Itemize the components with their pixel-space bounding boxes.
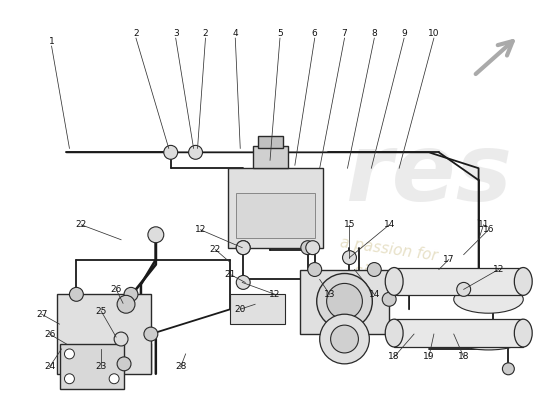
Circle shape — [69, 287, 84, 301]
Bar — [228, 168, 323, 248]
Text: 14: 14 — [383, 220, 395, 229]
Circle shape — [144, 327, 158, 341]
Text: 21: 21 — [224, 270, 236, 279]
Text: 26: 26 — [44, 330, 55, 338]
Text: 6: 6 — [312, 29, 317, 38]
Bar — [236, 193, 315, 238]
Circle shape — [456, 282, 471, 296]
Bar — [57, 294, 151, 374]
Circle shape — [308, 262, 322, 276]
Bar — [253, 146, 288, 168]
Text: 20: 20 — [234, 305, 246, 314]
Text: 17: 17 — [443, 255, 454, 264]
Text: 14: 14 — [368, 290, 380, 299]
Circle shape — [236, 241, 250, 255]
Text: 19: 19 — [423, 352, 434, 362]
Text: since 1985: since 1985 — [353, 262, 446, 293]
Text: 11: 11 — [478, 220, 490, 229]
Text: 18: 18 — [388, 352, 400, 362]
Circle shape — [236, 276, 250, 289]
Ellipse shape — [454, 286, 523, 313]
Circle shape — [64, 349, 74, 359]
Ellipse shape — [514, 268, 532, 295]
Circle shape — [320, 314, 370, 364]
Bar — [394, 268, 523, 295]
Text: 25: 25 — [96, 307, 107, 316]
Circle shape — [124, 287, 138, 301]
Bar — [300, 270, 389, 334]
Bar — [230, 294, 285, 324]
Text: 27: 27 — [36, 310, 47, 319]
Circle shape — [343, 251, 356, 264]
Ellipse shape — [385, 319, 403, 347]
Circle shape — [331, 325, 359, 353]
Text: 13: 13 — [324, 290, 336, 299]
Circle shape — [317, 274, 372, 329]
Text: 5: 5 — [277, 29, 283, 38]
Circle shape — [306, 241, 320, 255]
Text: 12: 12 — [195, 225, 206, 234]
Text: 18: 18 — [458, 352, 470, 362]
Text: 16: 16 — [483, 225, 494, 234]
Text: 12: 12 — [270, 290, 280, 299]
Circle shape — [301, 241, 315, 255]
Text: 23: 23 — [96, 362, 107, 371]
Bar — [258, 136, 283, 148]
Text: 22: 22 — [76, 220, 87, 229]
Text: 10: 10 — [428, 29, 439, 38]
Text: 4: 4 — [233, 29, 238, 38]
Text: 26: 26 — [111, 285, 122, 294]
Text: 9: 9 — [401, 29, 407, 38]
Text: 2: 2 — [133, 29, 139, 38]
Text: 28: 28 — [175, 362, 186, 371]
Circle shape — [382, 292, 396, 306]
Circle shape — [327, 284, 362, 319]
Ellipse shape — [514, 319, 532, 347]
Circle shape — [367, 262, 381, 276]
Circle shape — [164, 145, 178, 159]
Circle shape — [117, 357, 131, 371]
Circle shape — [189, 145, 202, 159]
Text: a passion for: a passion for — [339, 235, 439, 264]
Bar — [59, 344, 124, 389]
Circle shape — [117, 295, 135, 313]
Text: res: res — [345, 129, 513, 221]
Circle shape — [148, 227, 164, 243]
Circle shape — [114, 332, 128, 346]
Bar — [394, 319, 523, 347]
Circle shape — [502, 363, 514, 375]
Text: 8: 8 — [371, 29, 377, 38]
Text: 1: 1 — [49, 37, 54, 46]
Circle shape — [109, 374, 119, 384]
Text: 22: 22 — [210, 245, 221, 254]
Text: 2: 2 — [202, 29, 208, 38]
Text: 7: 7 — [342, 29, 348, 38]
Text: 12: 12 — [493, 265, 504, 274]
Circle shape — [236, 241, 250, 255]
Text: 24: 24 — [44, 362, 55, 371]
Circle shape — [64, 374, 74, 384]
Text: 3: 3 — [173, 29, 179, 38]
Ellipse shape — [454, 328, 523, 350]
Text: 15: 15 — [344, 220, 355, 229]
Ellipse shape — [385, 268, 403, 295]
